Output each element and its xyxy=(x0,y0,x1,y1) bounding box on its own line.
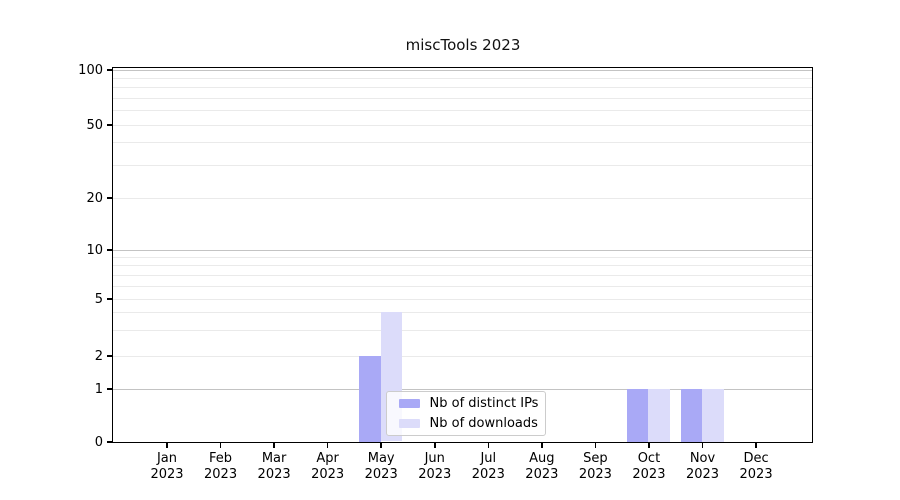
x-tick-label-dec: Dec 2023 xyxy=(739,451,773,482)
x-tick-mark xyxy=(487,443,490,448)
bar-nb-of-distinct-ips-nov xyxy=(680,388,702,442)
legend-swatch-distinct-ips xyxy=(398,398,420,408)
legend-swatch-downloads xyxy=(398,418,420,428)
gridline-minor xyxy=(113,142,812,144)
x-tick-label-jul: Jul 2023 xyxy=(471,451,505,482)
x-tick-label-jun: Jun 2023 xyxy=(418,451,452,482)
legend-label-distinct-ips: Nb of distinct IPs xyxy=(429,395,539,411)
y-tick-label: 0 xyxy=(94,434,103,450)
y-tick-mark xyxy=(107,298,112,300)
x-tick-label-aug: Aug 2023 xyxy=(525,451,559,482)
gridline-minor xyxy=(113,285,812,287)
bar-nb-of-downloads-nov xyxy=(702,388,724,442)
gridline-minor xyxy=(113,77,812,79)
legend-item-distinct-ips: Nb of distinct IPs xyxy=(398,395,545,411)
x-tick-mark xyxy=(648,443,650,448)
y-tick-label: 20 xyxy=(86,190,103,206)
y-tick-mark xyxy=(107,69,112,71)
y-tick-mark xyxy=(107,249,112,251)
chart-title: miscTools 2023 xyxy=(405,36,521,54)
x-tick-label-jan: Jan 2023 xyxy=(150,451,184,482)
x-tick-mark xyxy=(541,443,543,448)
y-tick-mark xyxy=(107,441,112,443)
legend: Nb of distinct IPs Nb of downloads xyxy=(385,390,546,436)
gridline-minor xyxy=(113,165,812,167)
gridline-major xyxy=(113,69,812,71)
y-tick-mark xyxy=(107,197,112,199)
gridline-minor xyxy=(113,97,812,99)
bar-nb-of-downloads-oct xyxy=(648,388,670,442)
bar-nb-of-distinct-ips-may xyxy=(359,355,381,442)
gridline-minor xyxy=(113,355,812,357)
x-tick-label-nov: Nov 2023 xyxy=(685,451,720,482)
y-tick-label: 2 xyxy=(94,348,103,364)
plot-area: Nb of distinct IPs Nb of downloads xyxy=(112,67,813,443)
gridline-minor xyxy=(113,256,812,258)
gridline-minor xyxy=(113,330,812,332)
bar-nb-of-distinct-ips-oct xyxy=(626,388,649,442)
x-tick-label-sep: Sep 2023 xyxy=(578,451,612,482)
y-tick-label: 1 xyxy=(94,381,103,397)
y-tick-label: 5 xyxy=(94,291,103,307)
y-tick-label: 100 xyxy=(78,62,103,78)
x-tick-mark xyxy=(219,443,222,448)
x-tick-label-oct: Oct 2023 xyxy=(632,451,666,482)
x-tick-mark xyxy=(166,443,168,448)
x-tick-mark xyxy=(594,443,597,448)
y-tick-label: 50 xyxy=(86,117,103,133)
gridline-major xyxy=(113,388,812,390)
legend-label-downloads: Nb of downloads xyxy=(429,415,538,431)
x-tick-label-feb: Feb 2023 xyxy=(204,451,238,482)
gridline-minor xyxy=(113,274,812,276)
x-tick-label-may: May 2023 xyxy=(364,451,398,482)
x-tick-mark xyxy=(755,443,757,448)
x-tick-mark xyxy=(434,443,436,448)
gridline-minor xyxy=(113,124,812,126)
x-tick-mark xyxy=(380,443,382,448)
y-tick-label: 10 xyxy=(86,242,103,258)
gridline-minor xyxy=(113,197,812,199)
y-tick-mark xyxy=(107,355,112,357)
y-tick-mark xyxy=(107,388,112,390)
x-tick-label-apr: Apr 2023 xyxy=(311,451,345,482)
y-tick-mark xyxy=(107,124,112,126)
x-tick-label-mar: Mar 2023 xyxy=(257,451,291,482)
x-tick-mark xyxy=(701,443,704,448)
gridline-minor xyxy=(113,87,812,89)
gridline-minor xyxy=(113,265,812,267)
gridline-minor xyxy=(113,298,812,300)
gridline-minor xyxy=(113,312,812,314)
gridline-major xyxy=(113,249,812,251)
x-tick-mark xyxy=(326,443,329,448)
legend-item-downloads: Nb of downloads xyxy=(398,415,545,431)
x-tick-mark xyxy=(273,443,275,448)
gridline-minor xyxy=(113,110,812,112)
